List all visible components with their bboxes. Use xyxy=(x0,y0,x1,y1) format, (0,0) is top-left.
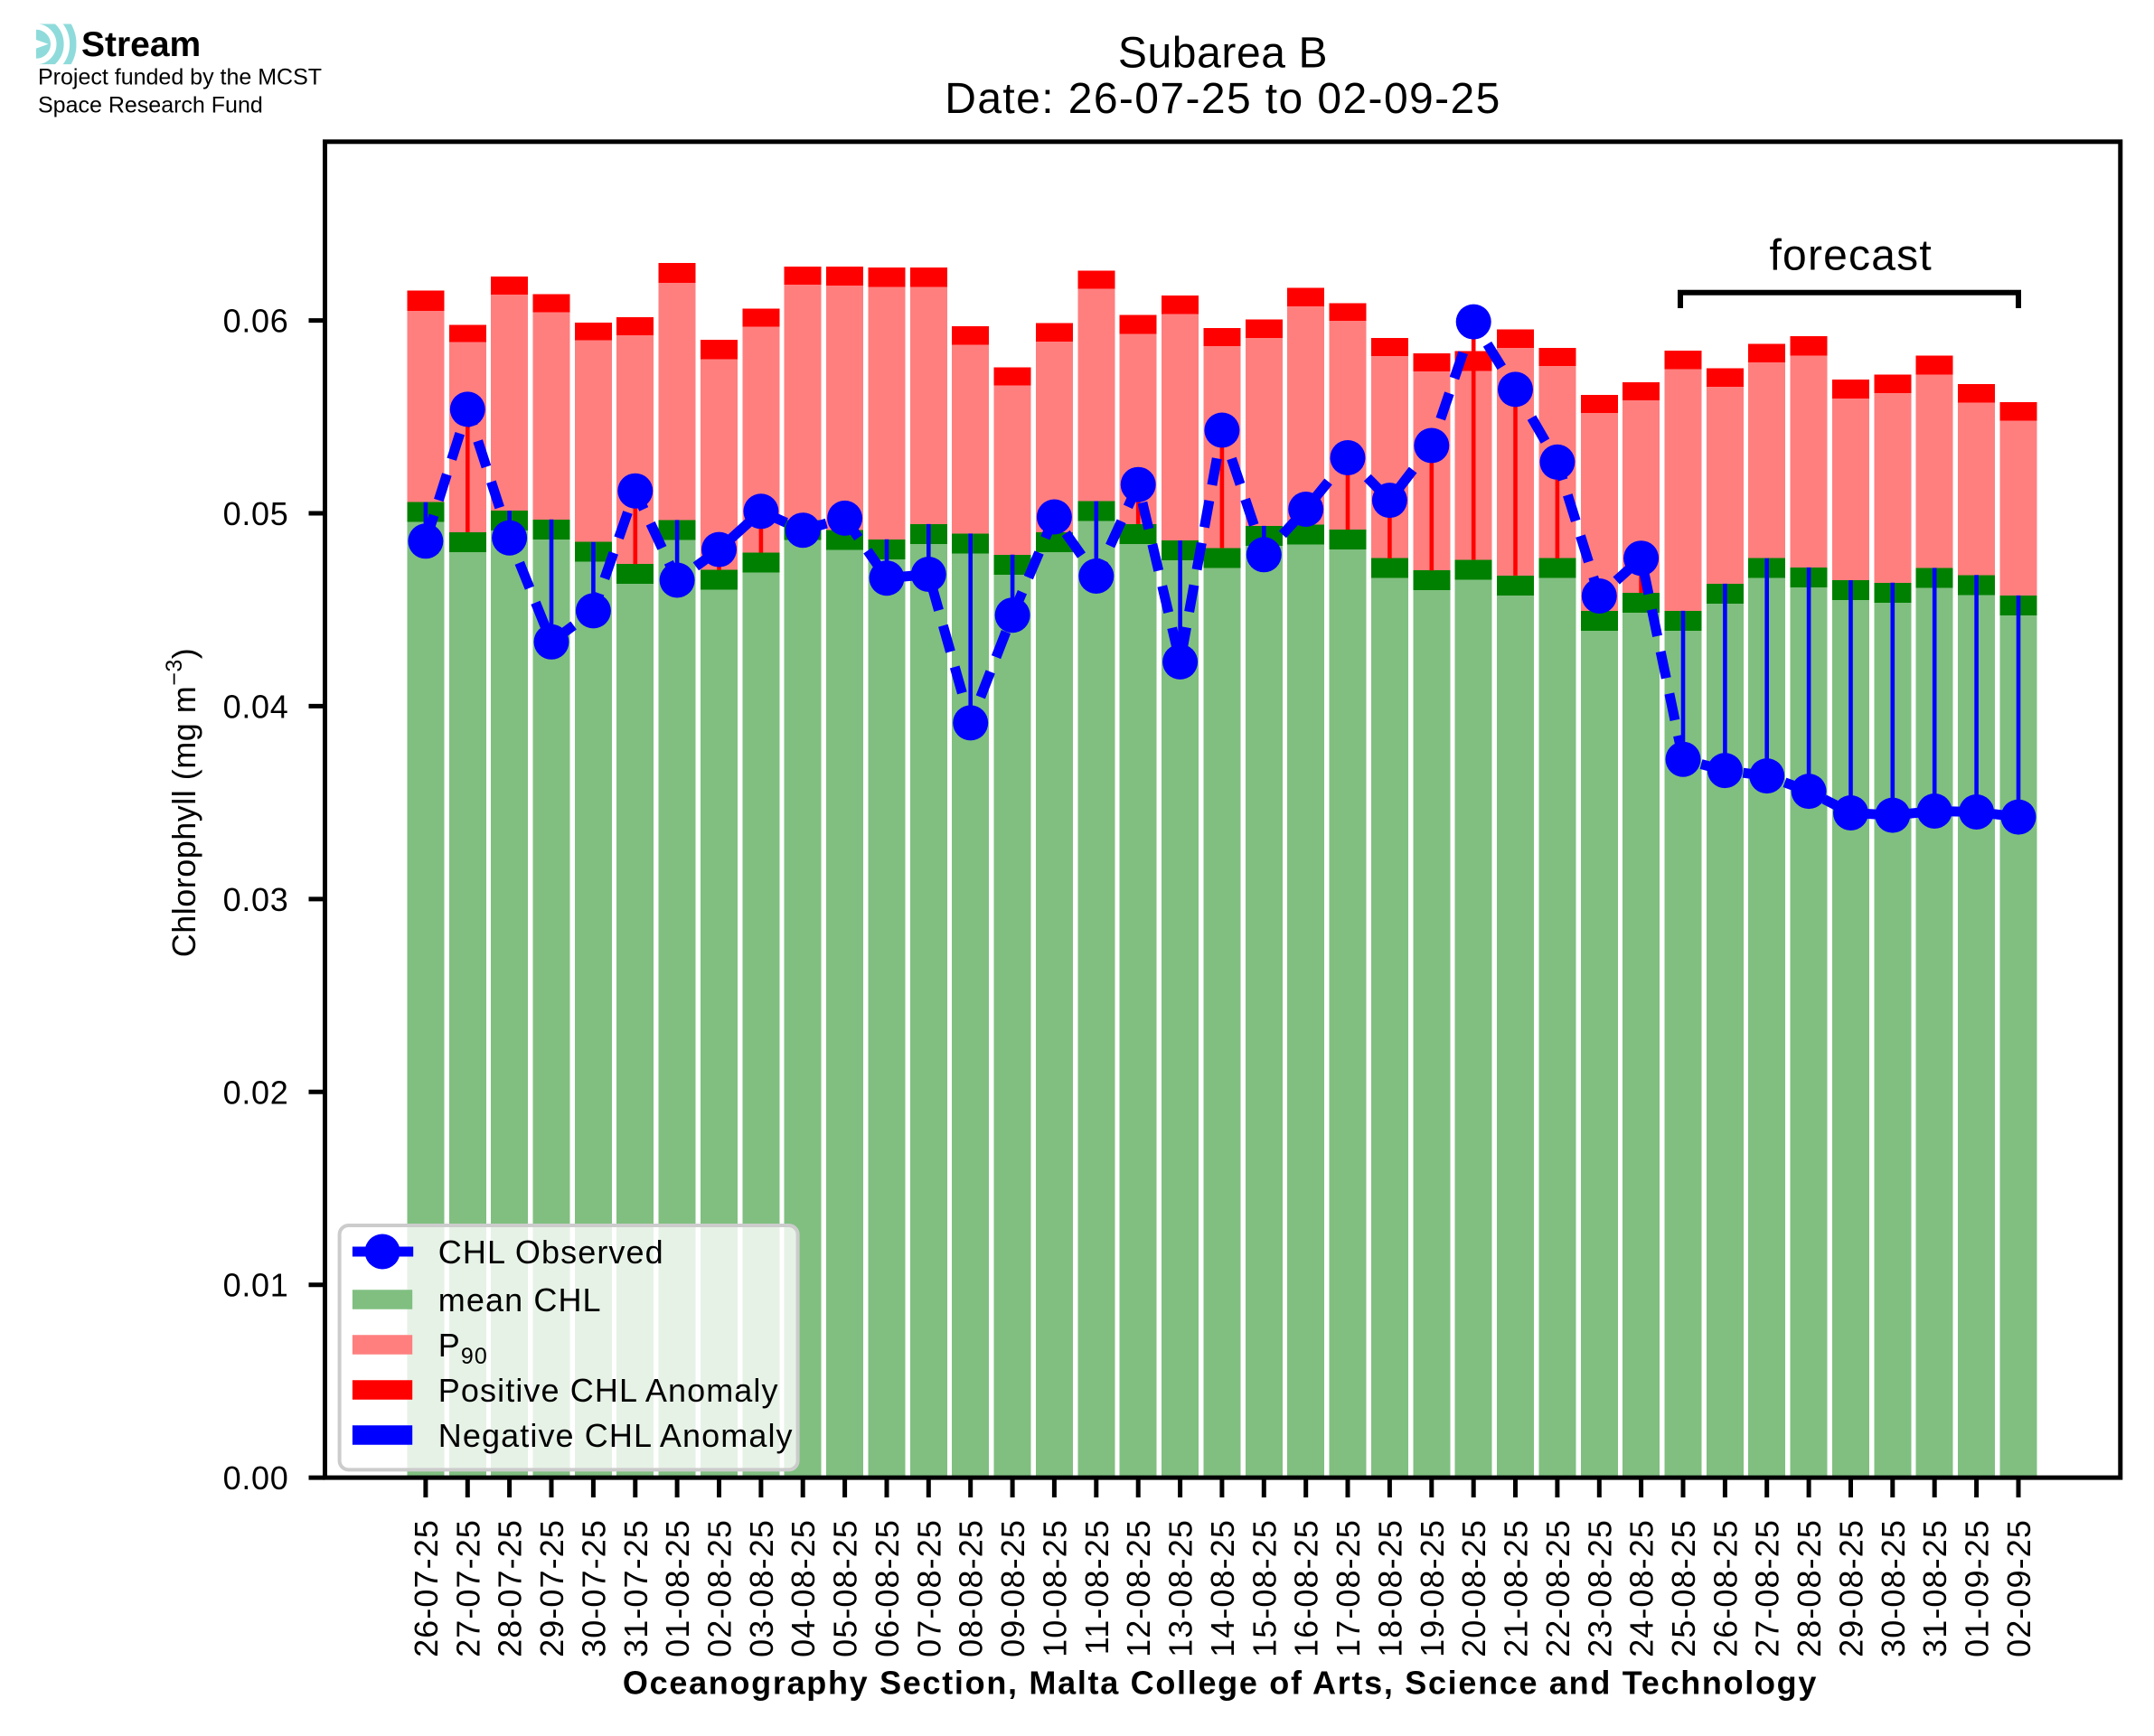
svg-text:30-08-25: 30-08-25 xyxy=(1875,1519,1912,1657)
svg-text:07-08-25: 07-08-25 xyxy=(910,1519,947,1657)
svg-text:06-08-25: 06-08-25 xyxy=(869,1519,906,1657)
svg-text:10-08-25: 10-08-25 xyxy=(1036,1519,1073,1657)
svg-text:0.00: 0.00 xyxy=(223,1459,289,1497)
svg-text:27-08-25: 27-08-25 xyxy=(1749,1519,1786,1657)
svg-text:26-08-25: 26-08-25 xyxy=(1707,1519,1744,1657)
svg-text:27-07-25: 27-07-25 xyxy=(449,1519,486,1657)
svg-text:16-08-25: 16-08-25 xyxy=(1288,1519,1325,1657)
svg-text:08-08-25: 08-08-25 xyxy=(953,1519,990,1657)
svg-text:01-09-25: 01-09-25 xyxy=(1959,1519,1996,1657)
svg-text:29-08-25: 29-08-25 xyxy=(1833,1519,1870,1657)
svg-text:31-08-25: 31-08-25 xyxy=(1916,1519,1953,1657)
svg-text:CHL Observed: CHL Observed xyxy=(438,1234,664,1271)
svg-text:13-08-25: 13-08-25 xyxy=(1162,1519,1199,1657)
svg-text:18-08-25: 18-08-25 xyxy=(1371,1519,1408,1657)
svg-text:0.05: 0.05 xyxy=(223,495,289,532)
svg-text:24-08-25: 24-08-25 xyxy=(1623,1519,1660,1657)
svg-text:Oceanography Section, Malta Co: Oceanography Section, Malta College of A… xyxy=(623,1664,1818,1701)
svg-text:26-07-25: 26-07-25 xyxy=(408,1519,445,1657)
svg-text:14-08-25: 14-08-25 xyxy=(1204,1519,1241,1657)
svg-text:12-08-25: 12-08-25 xyxy=(1120,1519,1157,1657)
svg-text:04-08-25: 04-08-25 xyxy=(785,1519,822,1657)
svg-text:28-07-25: 28-07-25 xyxy=(492,1519,529,1657)
svg-text:09-08-25: 09-08-25 xyxy=(994,1519,1031,1657)
svg-text:Positive CHL Anomaly: Positive CHL Anomaly xyxy=(438,1372,779,1409)
svg-text:29-07-25: 29-07-25 xyxy=(533,1519,570,1657)
svg-text:01-08-25: 01-08-25 xyxy=(659,1519,696,1657)
svg-text:02-09-25: 02-09-25 xyxy=(2000,1519,2037,1657)
svg-text:Chlorophyll (mg m−3): Chlorophyll (mg m−3) xyxy=(162,648,202,958)
svg-text:Subarea B: Subarea B xyxy=(1118,29,1328,77)
svg-text:0.03: 0.03 xyxy=(223,881,289,918)
svg-text:17-08-25: 17-08-25 xyxy=(1330,1519,1367,1657)
svg-text:Date: 26-07-25 to 02-09-25: Date: 26-07-25 to 02-09-25 xyxy=(945,75,1500,123)
svg-text:30-07-25: 30-07-25 xyxy=(575,1519,612,1657)
svg-text:19-08-25: 19-08-25 xyxy=(1414,1519,1451,1657)
svg-text:23-08-25: 23-08-25 xyxy=(1581,1519,1618,1657)
svg-text:25-08-25: 25-08-25 xyxy=(1665,1519,1702,1657)
svg-text:forecast: forecast xyxy=(1770,232,1933,280)
svg-text:Negative CHL Anomaly: Negative CHL Anomaly xyxy=(438,1417,794,1454)
svg-text:20-08-25: 20-08-25 xyxy=(1455,1519,1492,1657)
svg-text:11-08-25: 11-08-25 xyxy=(1078,1519,1115,1655)
svg-text:02-08-25: 02-08-25 xyxy=(701,1519,738,1657)
svg-text:Stream: Stream xyxy=(81,25,201,64)
svg-text:0.02: 0.02 xyxy=(223,1074,289,1111)
svg-text:28-08-25: 28-08-25 xyxy=(1791,1519,1828,1657)
svg-text:15-08-25: 15-08-25 xyxy=(1246,1519,1283,1657)
svg-text:Project funded by the MCST: Project funded by the MCST xyxy=(38,65,322,90)
svg-text:mean CHL: mean CHL xyxy=(438,1281,602,1318)
svg-text:0.01: 0.01 xyxy=(223,1267,289,1304)
svg-text:Space Research Fund: Space Research Fund xyxy=(38,93,263,118)
svg-text:22-08-25: 22-08-25 xyxy=(1539,1519,1576,1657)
svg-text:0.06: 0.06 xyxy=(223,303,289,340)
svg-text:31-07-25: 31-07-25 xyxy=(617,1519,654,1657)
svg-text:21-08-25: 21-08-25 xyxy=(1498,1519,1535,1657)
svg-text:05-08-25: 05-08-25 xyxy=(827,1519,864,1657)
svg-text:0.04: 0.04 xyxy=(223,688,289,725)
svg-text:03-08-25: 03-08-25 xyxy=(743,1519,780,1657)
